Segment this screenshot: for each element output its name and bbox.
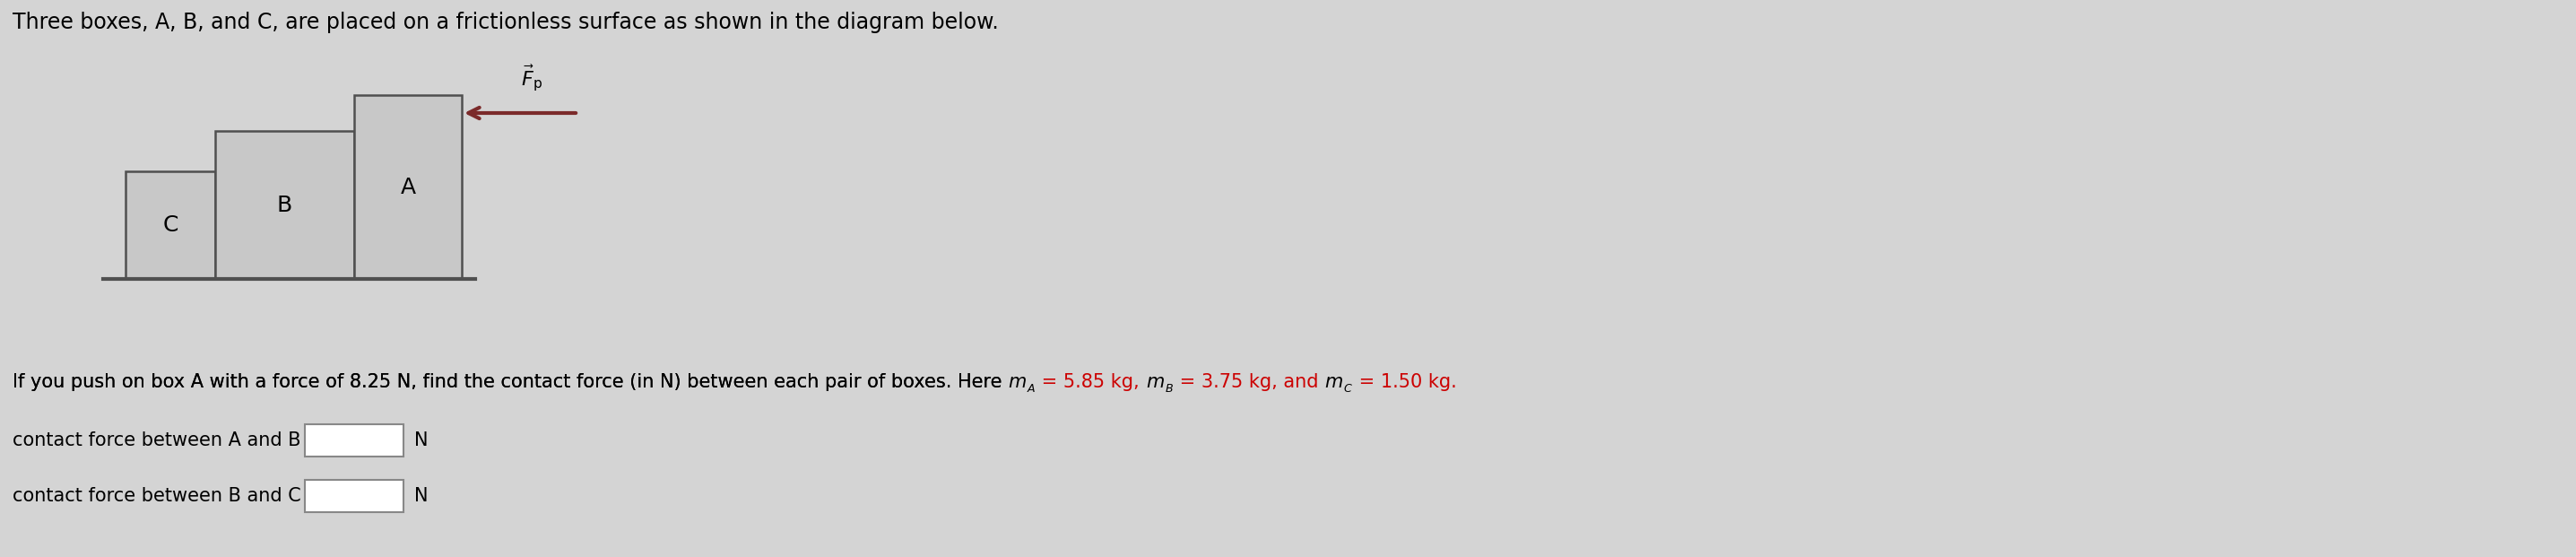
Text: If you push on box A with a force of 8.25 N, find the contact force (in N) betwe: If you push on box A with a force of 8.2… [13, 373, 1007, 391]
Text: C: C [162, 214, 178, 236]
Text: N: N [415, 487, 428, 505]
Text: $\vec{F}_{\mathrm{p}}$: $\vec{F}_{\mathrm{p}}$ [520, 63, 544, 93]
Text: = 3.75 kg, and: = 3.75 kg, and [1175, 373, 1324, 391]
Text: B: B [278, 194, 294, 216]
Text: N: N [415, 432, 428, 449]
Text: $m$: $m$ [1146, 373, 1164, 391]
Text: $m$: $m$ [1007, 373, 1028, 391]
Text: $_{A}$: $_{A}$ [1028, 379, 1036, 395]
Text: $_{C}$: $_{C}$ [1342, 379, 1352, 395]
Text: If you push on box A with a force of 8.25 N, find the contact force (in N) betwe: If you push on box A with a force of 8.2… [13, 373, 1007, 391]
Text: contact force between A and B: contact force between A and B [13, 432, 301, 449]
Bar [304, 424, 404, 457]
Bar [304, 480, 404, 512]
Text: = 5.85 kg,: = 5.85 kg, [1036, 373, 1146, 391]
Text: $m$: $m$ [1324, 373, 1342, 391]
Text: $_{B}$: $_{B}$ [1164, 379, 1175, 395]
Text: A: A [399, 176, 415, 198]
Bar [216, 131, 353, 279]
Text: contact force between B and C: contact force between B and C [13, 487, 301, 505]
Text: Three boxes, A, B, and C, are placed on a frictionless surface as shown in the d: Three boxes, A, B, and C, are placed on … [13, 12, 999, 33]
Text: = 1.50 kg.: = 1.50 kg. [1352, 373, 1455, 391]
Bar [126, 172, 216, 279]
Bar [353, 95, 461, 279]
